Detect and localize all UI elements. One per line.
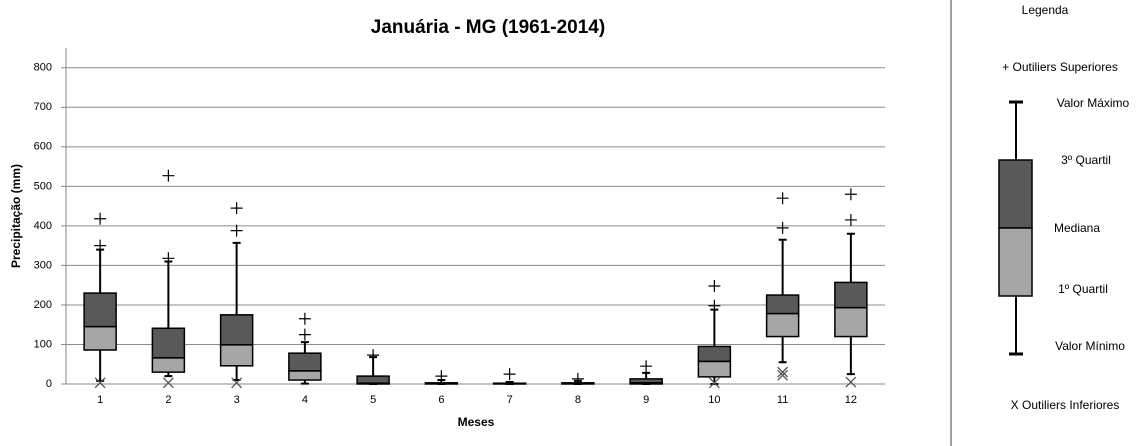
box-upper xyxy=(765,294,800,315)
whisker-upper xyxy=(846,232,855,283)
x-tick-label: 3 xyxy=(234,394,240,406)
whisker-lower xyxy=(96,350,105,382)
whisker-upper xyxy=(232,241,241,315)
box-lower xyxy=(288,370,322,381)
outlier-upper xyxy=(230,202,243,215)
outlier-upper xyxy=(230,224,243,237)
outlier-upper xyxy=(640,360,653,373)
box-upper xyxy=(492,382,527,385)
x-tick-label: 10 xyxy=(708,394,720,406)
outlier-lower xyxy=(845,376,857,388)
whisker-upper xyxy=(642,371,651,379)
outlier-upper xyxy=(435,370,448,383)
y-tick-label: 300 xyxy=(34,259,52,271)
outlier-lower xyxy=(708,377,720,389)
outlier-upper xyxy=(708,279,721,292)
x-tick-label: 12 xyxy=(845,394,857,406)
x-tick-label: 1 xyxy=(97,394,103,406)
box-lower xyxy=(629,382,663,385)
outlier-upper xyxy=(776,192,789,205)
outlier-lower xyxy=(231,377,243,389)
outlier-upper xyxy=(708,299,721,312)
outlier-lower xyxy=(777,369,789,381)
outlier-upper xyxy=(503,368,516,381)
box-upper xyxy=(151,327,186,359)
x-tick-label: 6 xyxy=(438,394,444,406)
outlier-upper xyxy=(844,188,857,201)
outlier-upper xyxy=(298,328,311,341)
box-lower xyxy=(834,306,868,338)
legend: Legenda + Outiliers Superiores Valor Máx… xyxy=(998,3,1130,412)
outlier-upper xyxy=(844,213,857,226)
box-lower xyxy=(356,382,390,385)
x-axis-label: Meses xyxy=(458,415,495,429)
box-upper xyxy=(697,345,732,363)
outlier-upper xyxy=(162,169,175,182)
legend-title: Legenda xyxy=(1022,3,1069,17)
y-tick-label: 200 xyxy=(34,299,52,311)
legend-text: + Outiliers Superiores xyxy=(1002,60,1118,74)
box-upper xyxy=(356,375,390,384)
whisker-upper xyxy=(300,341,309,354)
legend-text: 1º Quartil xyxy=(1058,282,1108,296)
box-upper xyxy=(288,352,322,372)
y-tick-label: 400 xyxy=(34,220,52,232)
outlier-lower xyxy=(162,377,174,389)
y-tick-label: 700 xyxy=(34,101,52,113)
x-tick-label: 9 xyxy=(643,394,649,406)
outlier-upper xyxy=(94,212,107,225)
box-lower xyxy=(697,360,732,378)
box-lower xyxy=(765,312,800,338)
x-tick-label: 7 xyxy=(507,394,513,406)
whisker-lower xyxy=(232,365,241,382)
x-tick-label: 11 xyxy=(777,394,788,406)
x-tick-label: 4 xyxy=(302,394,308,406)
outlier-upper xyxy=(571,372,584,385)
y-tick-label: 100 xyxy=(34,338,52,350)
box-lower xyxy=(151,357,186,373)
box-upper xyxy=(424,382,459,385)
whisker-upper xyxy=(778,238,787,296)
whisker-upper xyxy=(96,248,105,294)
box-upper xyxy=(219,314,254,346)
box-upper xyxy=(83,292,117,328)
outlier-lower xyxy=(777,366,789,378)
box-lower xyxy=(83,325,117,351)
x-tick-label: 8 xyxy=(575,394,581,406)
chart-title: Januária - MG (1961-2014) xyxy=(371,17,605,38)
outlier-upper xyxy=(367,349,380,362)
legend-text: Mediana xyxy=(1054,221,1100,235)
y-tick-label: 800 xyxy=(34,62,52,74)
y-tick-label: 0 xyxy=(46,378,52,390)
outlier-upper xyxy=(162,252,175,265)
x-tick-label: 2 xyxy=(165,394,171,406)
whisker-upper xyxy=(164,260,173,329)
legend-box-lower xyxy=(998,227,1033,297)
box-lower xyxy=(219,344,254,367)
whisker-lower xyxy=(846,336,855,376)
whisker-upper xyxy=(710,308,719,347)
outlier-upper xyxy=(298,312,311,325)
legend-box-upper xyxy=(998,159,1033,229)
legend-text: Valor Máximo xyxy=(1057,96,1130,110)
x-tick-label: 5 xyxy=(370,394,376,406)
outlier-upper xyxy=(94,239,107,252)
y-tick-label: 600 xyxy=(34,141,52,153)
legend-text: X Outiliers Inferiores xyxy=(1011,398,1120,412)
y-tick-label: 500 xyxy=(34,180,52,192)
box-upper xyxy=(834,281,868,309)
outlier-lower xyxy=(94,377,106,389)
y-axis-label: Precipitação (mm) xyxy=(9,164,23,268)
legend-text: Valor Mínimo xyxy=(1055,339,1125,353)
legend-text: 3º Quartil xyxy=(1061,153,1111,167)
whisker-lower xyxy=(778,336,787,364)
outlier-upper xyxy=(776,221,789,234)
